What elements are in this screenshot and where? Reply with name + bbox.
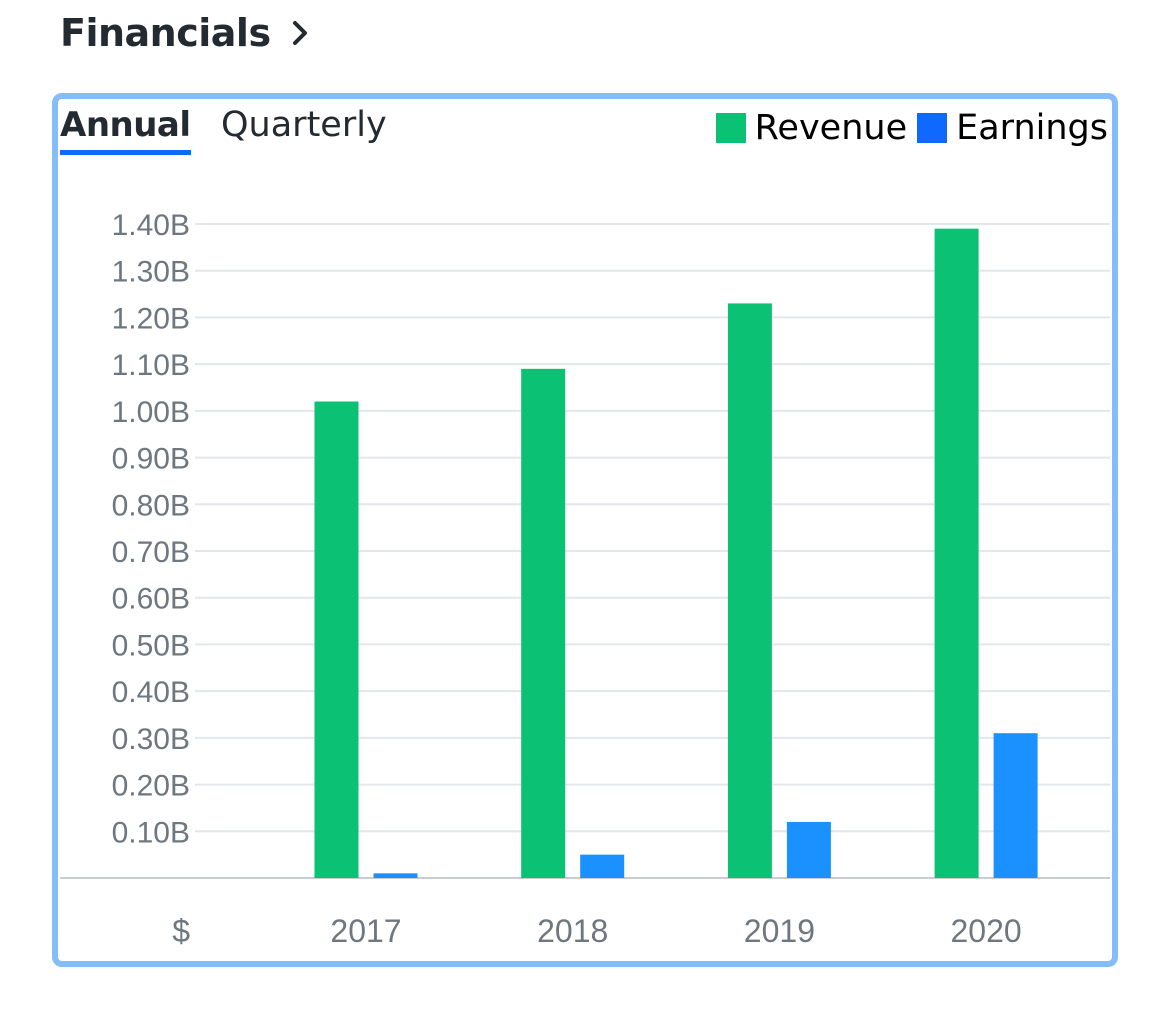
x-tick-label: 2019 (744, 913, 815, 949)
section-title: Financials (60, 11, 271, 55)
legend-swatch-earnings (917, 113, 948, 143)
bar-earnings-2018 (580, 854, 625, 878)
y-tick-label: 1.40B (112, 209, 190, 242)
legend-label-earnings: Earnings (956, 108, 1108, 148)
y-tick-label: 0.10B (112, 816, 190, 849)
legend-label-revenue: Revenue (754, 108, 908, 148)
financials-header-link[interactable]: Financials (60, 8, 309, 58)
y-tick-label: 0.40B (112, 676, 190, 709)
legend-item-revenue[interactable]: Revenue (715, 108, 908, 148)
y-tick-label: 1.00B (112, 396, 190, 429)
bar-revenue-2020 (934, 228, 979, 878)
y-tick-label: 0.20B (112, 770, 190, 803)
y-tick-label: 1.10B (112, 349, 190, 382)
y-tick-label: 1.30B (112, 256, 190, 289)
legend-swatch-revenue (715, 113, 746, 143)
y-tick-label: 1.20B (112, 302, 190, 335)
y-tick-label: 0.60B (112, 583, 190, 616)
bar-revenue-2019 (727, 303, 772, 878)
y-tick-label: 0.30B (112, 723, 190, 756)
legend-item-earnings[interactable]: Earnings (917, 108, 1108, 148)
x-tick-label: 2020 (951, 913, 1022, 949)
bar-earnings-2019 (786, 821, 831, 878)
x-tick-label: 2018 (537, 913, 608, 949)
y-tick-label: 0.50B (112, 629, 190, 662)
chart-legend: Revenue Earnings (715, 108, 1108, 148)
tab-annual[interactable]: Annual (60, 105, 191, 155)
currency-label: $ (172, 913, 190, 949)
y-tick-label: 0.80B (112, 489, 190, 522)
y-tick-label: 0.90B (112, 443, 190, 476)
bar-earnings-2017 (373, 873, 418, 878)
bar-earnings-2020 (993, 733, 1038, 878)
y-tick-label: 0.70B (112, 536, 190, 569)
bar-revenue-2018 (521, 368, 566, 878)
chevron-right-icon (291, 20, 309, 51)
x-tick-label: 2017 (330, 913, 401, 949)
tab-quarterly[interactable]: Quarterly (221, 105, 387, 145)
bar-revenue-2017 (314, 401, 359, 878)
